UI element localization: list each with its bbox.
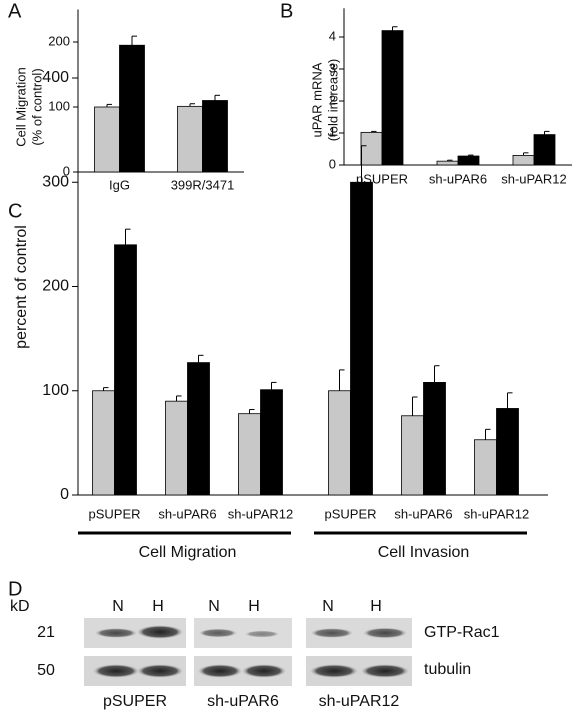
lane-label: N [112,598,124,615]
x-tick-label: IgG [109,177,130,192]
band [360,664,410,678]
lane-label: H [152,598,164,615]
unit-label: kD [10,598,30,615]
y-tick-label: 100 [42,382,69,399]
x-tick-label: pSUPER [324,506,376,521]
x-tick-label: sh-uPAR6 [429,171,487,186]
y-tick-label: 3 [329,60,336,75]
bar [436,160,459,166]
marker-label: 50 [37,662,55,679]
lane-label: N [208,598,220,615]
band [198,628,238,638]
lane-label: H [370,598,382,615]
panel-label: A [8,0,22,22]
sample-label: sh-uPAR6 [207,693,279,710]
bar [401,415,424,496]
bar [328,390,351,496]
x-tick-label: sh-uPAR6 [394,506,452,521]
y-tick-label: 1 [329,124,336,139]
band [136,664,184,678]
bar [381,30,404,166]
y-tick-label: 4 [329,28,336,43]
panel-label: C [8,200,22,222]
y-tick-label: 400 [42,69,69,86]
bar [92,390,115,496]
y-tick-label: 0 [63,163,70,178]
y-tick-label: 100 [48,98,70,113]
bar [533,134,556,166]
bar [260,389,283,496]
lane-label: H [248,598,260,615]
y-tick-label: 0 [60,486,69,503]
band [310,628,354,638]
blot-images [84,618,412,686]
sample-label: pSUPER [103,693,167,710]
bar [114,244,137,496]
band [197,664,243,678]
bar [187,362,210,496]
bar [177,105,203,173]
panel-label: D [8,578,22,600]
x-tick-label: sh-uPAR6 [158,506,216,521]
y-axis-label: (fold increase) [325,59,340,141]
band [92,664,140,678]
group-label: Cell Migration [139,544,237,561]
band [244,630,280,638]
y-axis-label: Cell Migration [13,67,28,146]
bar [119,44,145,173]
y-tick-label: 200 [48,33,70,48]
y-axis-label: percent of control [13,225,30,349]
sample-label: sh-uPAR12 [319,693,400,710]
group-label: Cell Invasion [378,544,470,561]
y-tick-label: 200 [42,278,69,295]
bar [360,131,383,166]
y-tick-label: 2 [329,92,336,107]
x-tick-label: sh-uPAR12 [501,171,567,186]
band [362,627,408,639]
bar [423,382,446,496]
x-tick-label: sh-uPAR12 [464,506,530,521]
bar [202,100,228,173]
bar [238,413,261,496]
bar [457,155,480,166]
bar [350,181,373,496]
y-axis-label: (% of control) [29,68,44,145]
bar [94,106,120,173]
lane-label: N [322,598,334,615]
bar [496,408,519,496]
band [136,625,184,639]
y-tick-label: 0 [329,156,336,171]
y-axis-label: uPAR mRNA [309,62,324,137]
marker-label: 21 [37,624,55,641]
bar [165,400,188,496]
x-tick-label: sh-uPAR12 [228,506,294,521]
band [241,664,287,678]
x-tick-label: 399R/3471 [171,177,235,192]
band [309,664,359,678]
bar [474,439,497,496]
x-tick-label: pSUPER [88,506,140,521]
row-label: GTP-Rac1 [424,624,500,641]
band [94,628,138,638]
row-label: tubulin [424,661,471,678]
bar [512,154,535,166]
y-tick-label: 300 [42,173,69,190]
panel-label: B [280,0,293,22]
